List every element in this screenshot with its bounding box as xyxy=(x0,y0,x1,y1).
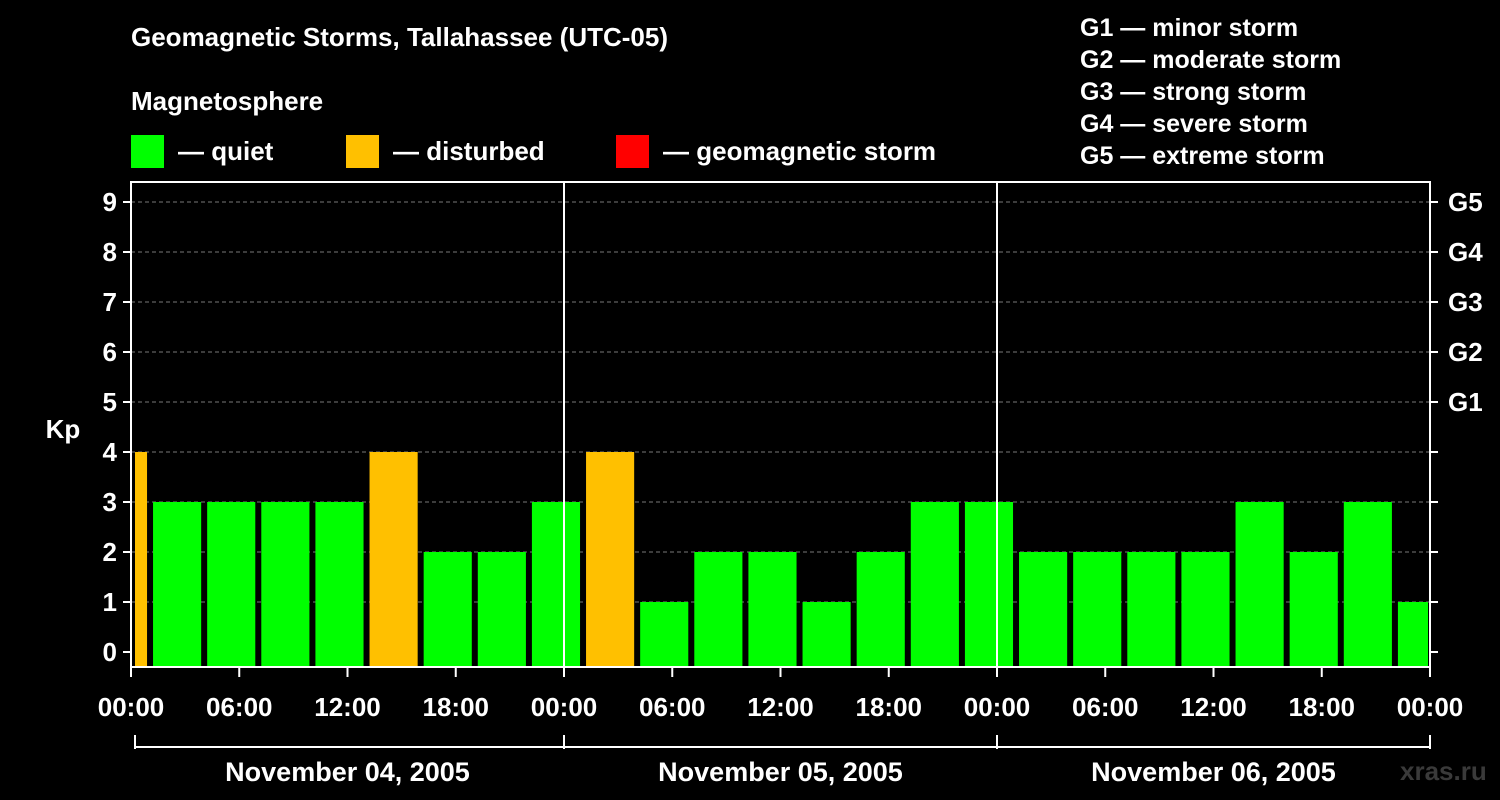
kp-bar xyxy=(694,552,743,667)
kp-bar xyxy=(477,552,526,667)
legend-label-storm: — geomagnetic storm xyxy=(663,135,937,166)
kp-bar xyxy=(1181,552,1230,667)
g-level-g5: G5 — extreme storm xyxy=(1080,142,1325,170)
y-tick-label: 9 xyxy=(103,187,117,217)
legend-label-quiet: — quiet xyxy=(178,135,274,166)
x-tick-label: 12:00 xyxy=(747,692,814,722)
kp-bar xyxy=(1127,552,1176,667)
y-tick-label: 5 xyxy=(103,387,117,417)
kp-bar xyxy=(586,452,635,667)
y-tick-label: 2 xyxy=(103,537,117,567)
y-tick-label: 6 xyxy=(103,337,117,367)
kp-bar xyxy=(748,552,797,667)
g-level-legend: G1 — minor storm G2 — moderate storm G3 … xyxy=(1080,12,1341,172)
y-tick-label: 1 xyxy=(103,587,117,617)
g-scale-label: G3 xyxy=(1448,287,1483,317)
legend-label-disturbed: — disturbed xyxy=(393,135,545,166)
kp-bar xyxy=(135,452,148,667)
g-level-g3: G3 — strong storm xyxy=(1080,78,1307,106)
g-level-g2: G2 — moderate storm xyxy=(1080,46,1342,74)
kp-bar xyxy=(423,552,472,667)
y-tick-label: 3 xyxy=(103,487,117,517)
kp-bar xyxy=(640,602,689,667)
x-tick-label: 00:00 xyxy=(1397,692,1464,722)
legend-swatch-quiet xyxy=(131,134,164,168)
kp-bar xyxy=(207,502,256,667)
kp-bar xyxy=(315,502,364,667)
x-tick-label: 00:00 xyxy=(531,692,598,722)
g-scale-label: G5 xyxy=(1448,187,1483,217)
kp-bar xyxy=(153,502,202,667)
watermark: xras.ru xyxy=(1400,756,1487,786)
x-tick-label: 12:00 xyxy=(314,692,381,722)
y-tick-label: 7 xyxy=(103,287,117,317)
y-axis-label: Kp xyxy=(46,414,81,444)
x-tick-label: 06:00 xyxy=(1072,692,1139,722)
x-tick-label: 18:00 xyxy=(423,692,490,722)
legend-quiet: — quiet xyxy=(131,134,273,168)
x-tick-label: 18:00 xyxy=(1289,692,1356,722)
legend-swatch-storm xyxy=(616,134,649,168)
kp-bar xyxy=(261,502,310,667)
g-scale-label: G4 xyxy=(1448,237,1483,267)
x-tick-label: 18:00 xyxy=(856,692,923,722)
legend-swatch-disturbed xyxy=(346,134,379,168)
date-label: November 06, 2005 xyxy=(1091,757,1336,787)
chart-title: Geomagnetic Storms, Tallahassee (UTC-05) xyxy=(131,22,669,52)
kp-bar xyxy=(964,502,1014,667)
kp-bar xyxy=(910,502,959,667)
y-tick-label: 8 xyxy=(103,237,117,267)
x-tick-label: 06:00 xyxy=(639,692,706,722)
legend-storm: — geomagnetic storm xyxy=(616,134,936,168)
g-level-g4: G4 — severe storm xyxy=(1080,110,1308,138)
x-tick-label: 06:00 xyxy=(206,692,273,722)
x-tick-label: 00:00 xyxy=(98,692,165,722)
kp-bar xyxy=(1235,502,1284,667)
date-label: November 05, 2005 xyxy=(658,757,903,787)
kp-bar xyxy=(1019,552,1068,667)
kp-bar xyxy=(1073,552,1122,667)
legend-disturbed: — disturbed xyxy=(346,134,545,168)
kp-bar xyxy=(369,452,418,667)
g-scale-label: G2 xyxy=(1448,337,1483,367)
magnetosphere-label: Magnetosphere xyxy=(131,86,324,116)
kp-bar xyxy=(531,502,581,667)
kp-bar xyxy=(802,602,851,667)
kp-bar xyxy=(1289,552,1338,667)
kp-bar xyxy=(856,552,905,667)
g-level-g1: G1 — minor storm xyxy=(1080,14,1299,42)
kp-bar xyxy=(1343,502,1392,667)
y-tick-label: 0 xyxy=(103,637,117,667)
x-tick-label: 00:00 xyxy=(964,692,1031,722)
kp-bar xyxy=(1397,602,1428,667)
g-scale-label: G1 xyxy=(1448,387,1483,417)
x-tick-label: 12:00 xyxy=(1180,692,1247,722)
y-tick-label: 4 xyxy=(103,437,118,467)
date-label: November 04, 2005 xyxy=(225,757,470,787)
